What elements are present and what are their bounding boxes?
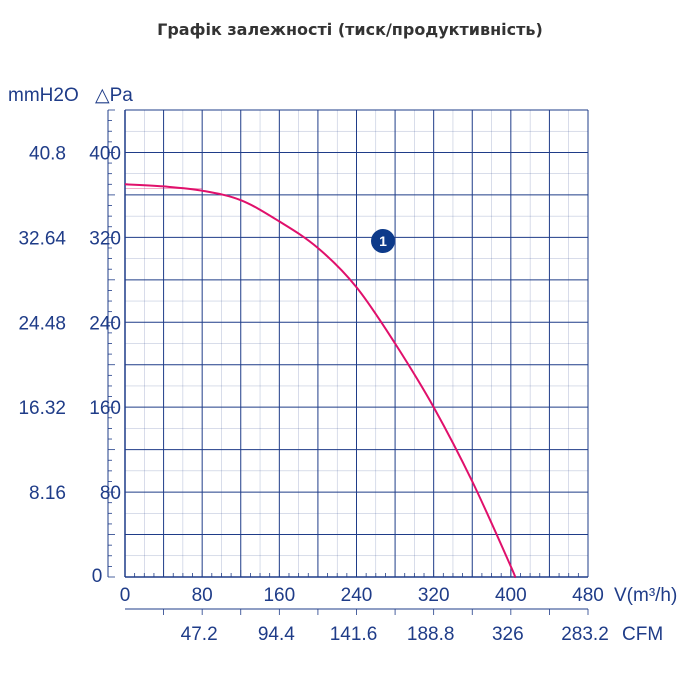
series-label-badge: 1: [371, 229, 395, 253]
x-tick-label: 400: [495, 585, 527, 606]
x-axis-label: V(m³/h): [614, 585, 677, 606]
y-tick-label: 160: [89, 398, 121, 419]
y-secondary-tick-label: 32.64: [18, 228, 66, 249]
x-tick-label: 0: [120, 585, 131, 606]
x-secondary-tick-label: 326: [492, 624, 524, 645]
x-secondary-tick-label: 188.8: [407, 624, 455, 645]
x-tick-label: 480: [572, 585, 604, 606]
y-tick-label: 0: [92, 566, 103, 587]
x-tick-label: 80: [192, 585, 213, 606]
page-title: Графік залежності (тиск/продуктивність): [157, 20, 543, 39]
x-tick-label: 320: [418, 585, 450, 606]
y-secondary-tick-label: 40.8: [29, 143, 66, 164]
chart-axes: [107, 109, 589, 615]
x-secondary-tick-label: 94.4: [258, 624, 295, 645]
y-secondary-tick-label: 24.48: [18, 313, 66, 334]
x-axis-secondary-label: CFM: [622, 624, 663, 645]
series-badge-circle: [371, 229, 395, 253]
series-badge-label: 1: [379, 233, 387, 249]
x-tick-label: 160: [263, 585, 295, 606]
y-secondary-tick-label: 8.16: [29, 483, 66, 504]
y-tick-label: 320: [89, 228, 121, 249]
chart-tick-labels: 0 80 160 240 320 400 8.16 16.32 24.48 32.64 40.8 0 8…: [18, 143, 608, 645]
y-secondary-tick-label: 16.32: [18, 398, 66, 419]
x-secondary-tick-label: 47.2: [181, 624, 218, 645]
y-axis-label: △Pa: [95, 85, 133, 106]
y-axis-secondary-label: mmH2O: [8, 85, 79, 106]
series-line: [124, 183, 517, 579]
y-tick-label: 80: [100, 483, 121, 504]
chart-gridlines: [125, 109, 589, 577]
y-tick-label: 400: [89, 143, 121, 164]
x-secondary-tick-label: 141.6: [330, 624, 378, 645]
x-tick-label: 240: [341, 585, 373, 606]
x-secondary-tick-label: 283.2: [561, 624, 609, 645]
y-tick-label: 240: [89, 313, 121, 334]
